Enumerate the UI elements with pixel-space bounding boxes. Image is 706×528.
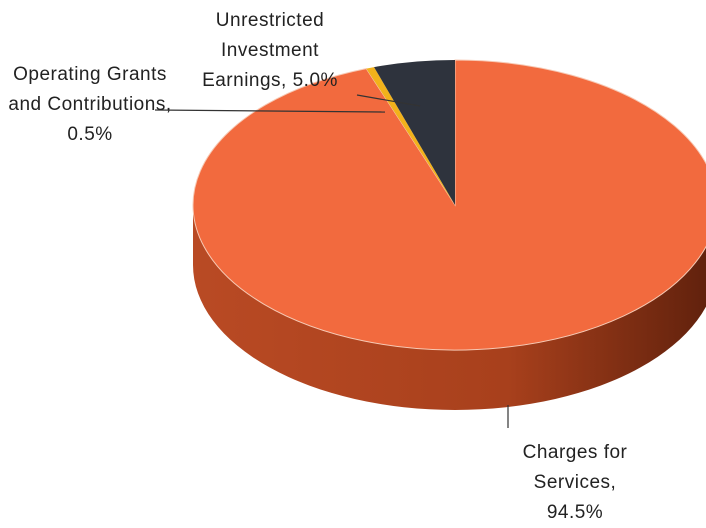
chart [154,59,706,428]
page: {"chart_data": {"type": "pie", "values":… [8,10,706,523]
leader-line [154,109,386,113]
leader-line [356,94,421,107]
data-label: Unrestricted Investment Earnings, 5.0% [202,10,338,91]
pie-slice [374,60,455,205]
pie-slice [366,67,455,205]
pie-side [193,205,706,410]
data-label: Charges for Services, 94.5% [522,442,628,523]
pie-slice [192,59,706,351]
data-label: Operating Grants and Contributions, 0.5% [8,64,172,145]
